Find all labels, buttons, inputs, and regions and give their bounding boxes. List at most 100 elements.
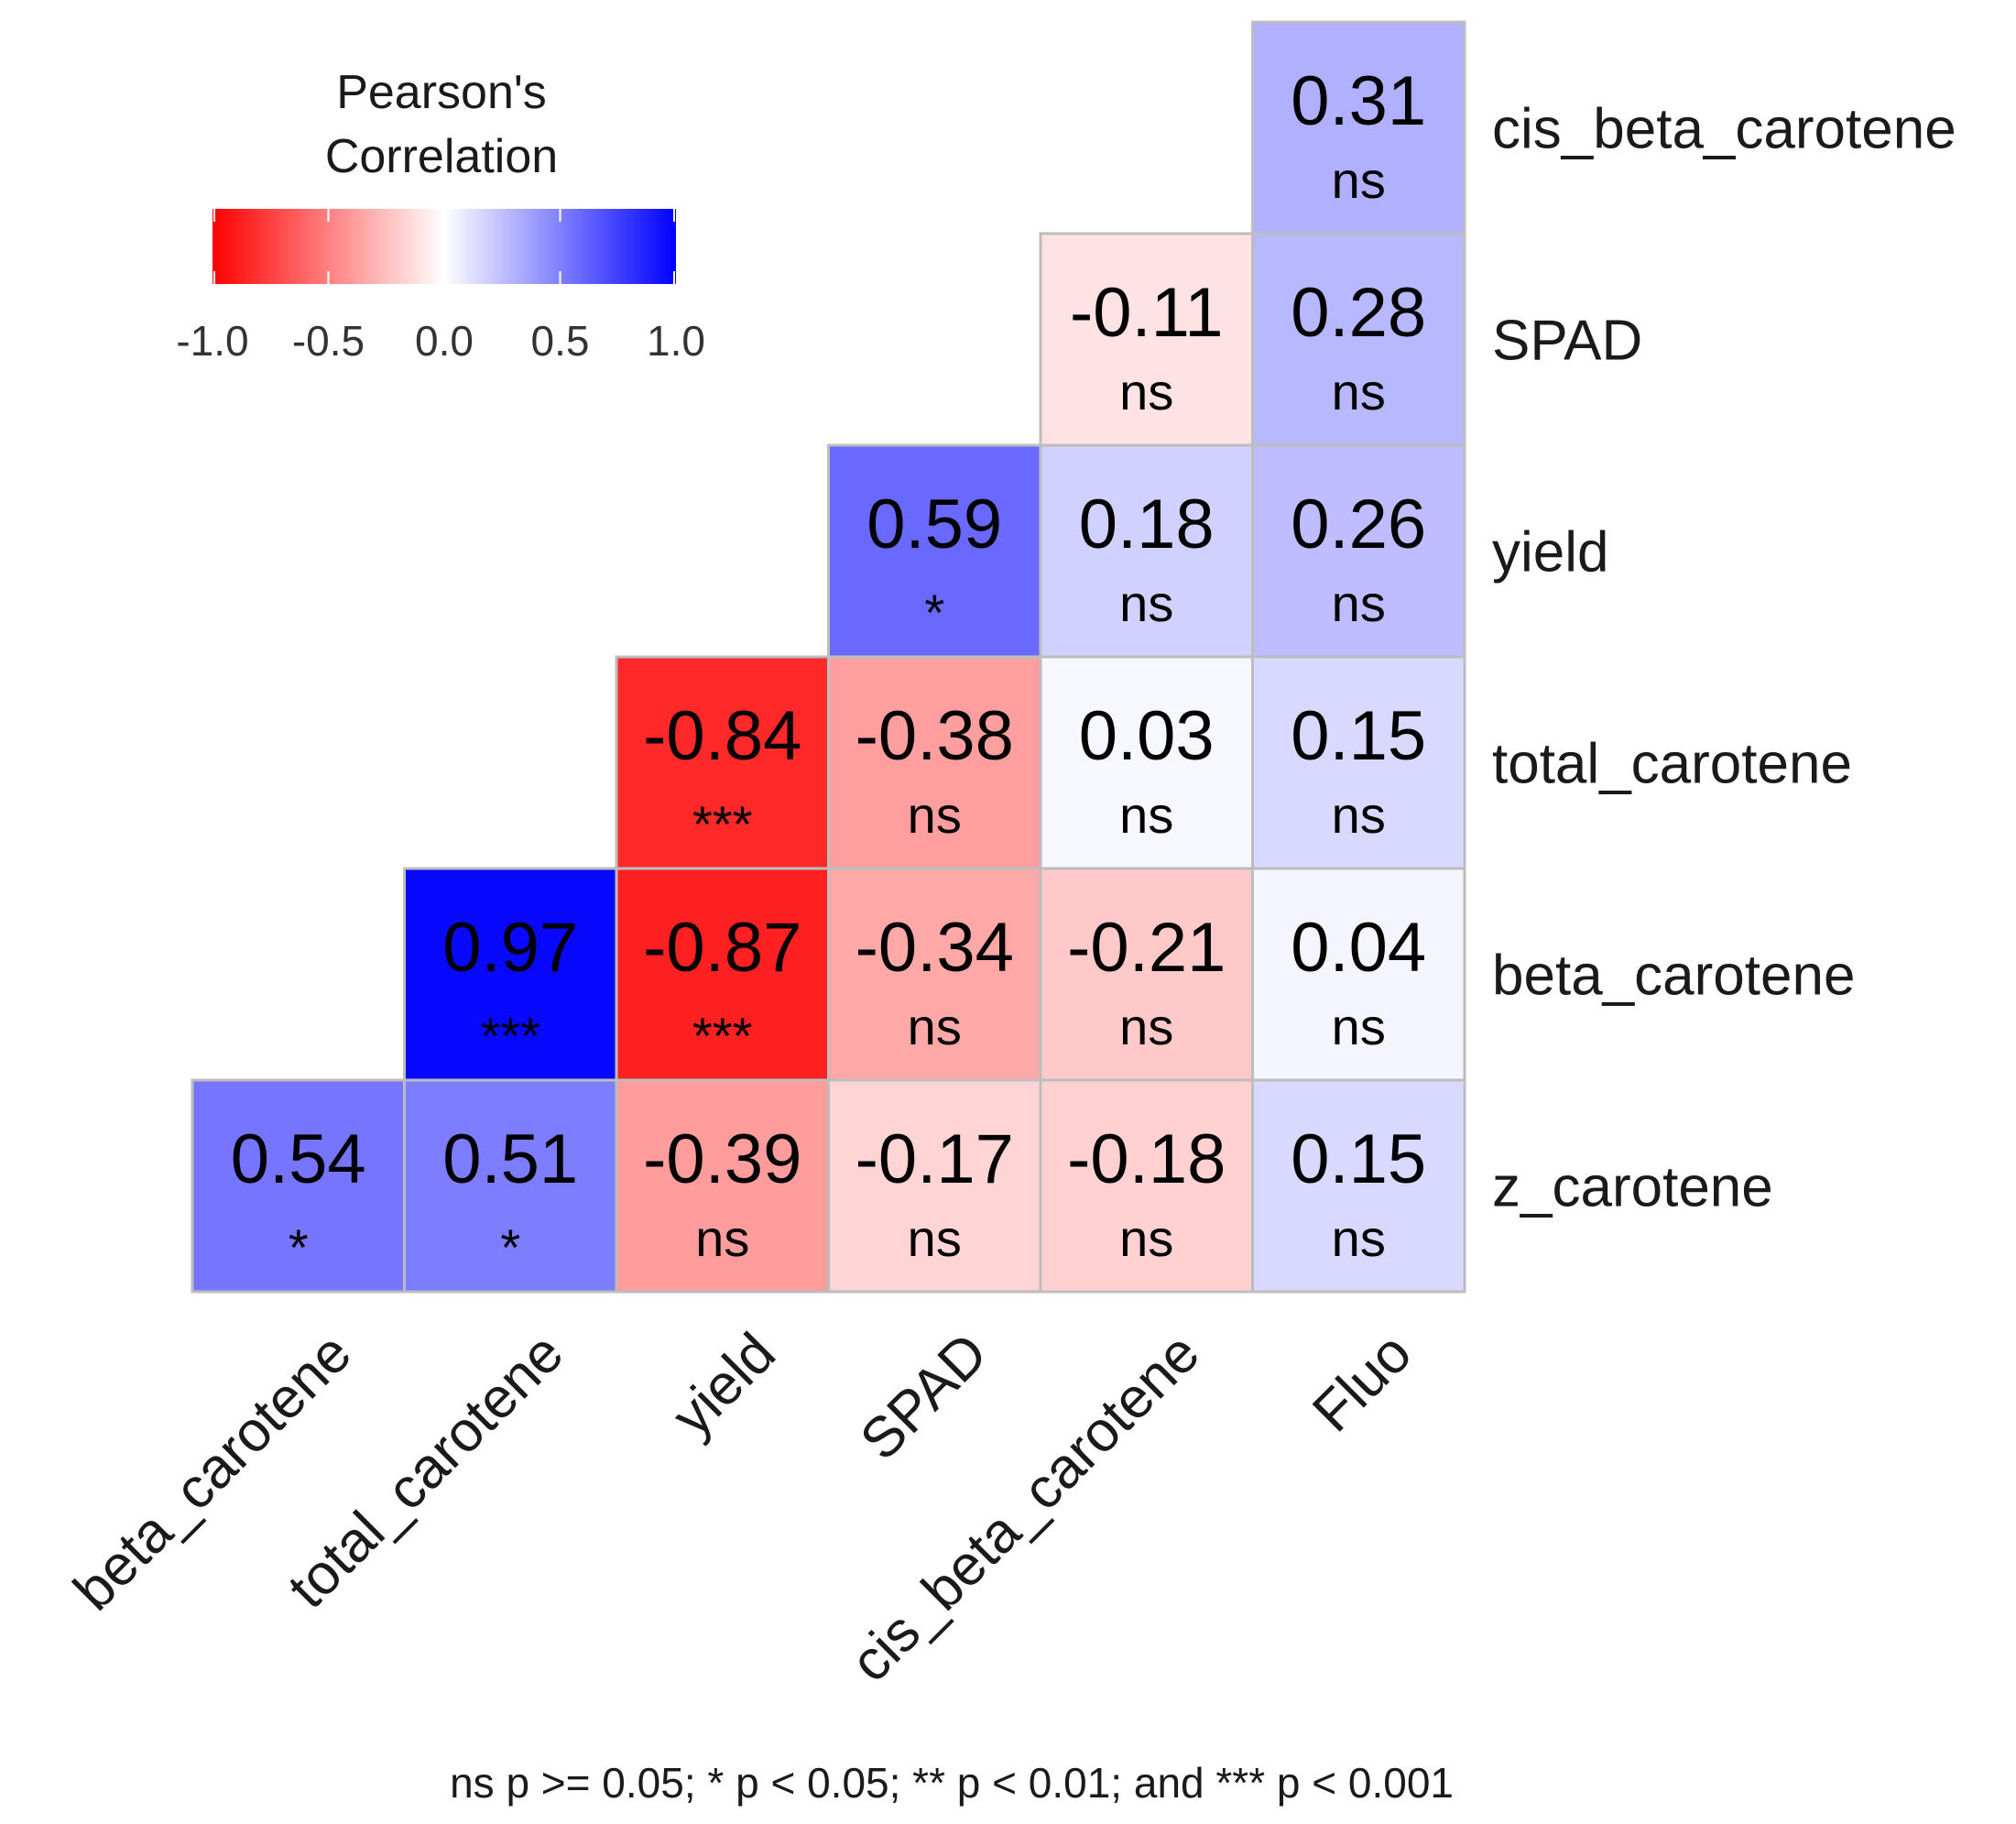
- legend-tick-label: -1.0: [176, 317, 248, 365]
- heatmap-cell-significance: ns: [908, 1209, 962, 1267]
- legend: Pearson's Correlation -1.0 -0.5 0.0 0.5 1.0: [176, 66, 705, 365]
- heatmap-cell-value: 0.51: [442, 1120, 578, 1198]
- heatmap-cell: 0.26 ns: [1251, 443, 1466, 659]
- legend-tick-label: 0.0: [415, 317, 474, 365]
- heatmap-cell-significance: ns: [908, 998, 962, 1055]
- heatmap-cell-value: 0.28: [1291, 274, 1426, 352]
- legend-tick-label: -0.5: [292, 317, 365, 365]
- heatmap-cell: 0.54 *: [191, 1078, 406, 1294]
- heatmap-cell: 0.31 ns: [1251, 20, 1466, 235]
- heatmap-cell-value: -0.11: [1070, 274, 1224, 352]
- heatmap-cell-value: 0.15: [1291, 1120, 1426, 1198]
- heatmap-cell-significance: ns: [1119, 363, 1173, 421]
- heatmap-cell-value: -0.21: [1067, 909, 1226, 987]
- heatmap-cell: 0.97 ***: [403, 867, 618, 1082]
- heatmap-cell: -0.11 ns: [1039, 232, 1254, 447]
- heatmap-cell: 0.51 *: [403, 1078, 618, 1294]
- heatmap-cell-value: -0.39: [643, 1120, 801, 1198]
- heatmap-cell-rect: [1039, 1078, 1254, 1294]
- heatmap-cell: -0.17 ns: [827, 1078, 1042, 1294]
- legend-tick-label: 1.0: [647, 317, 705, 365]
- heatmap-cell-significance: ns: [908, 786, 962, 844]
- row-label-z-carotene: z_carotene: [1492, 1156, 1773, 1219]
- significance-footnote: ns p >= 0.05; * p < 0.05; ** p < 0.01; a…: [450, 1759, 1454, 1807]
- legend-tick-label: 0.5: [531, 317, 590, 365]
- heatmap-cell: -0.18 ns: [1039, 1078, 1254, 1294]
- heatmap-cell-significance: ns: [1332, 151, 1386, 209]
- heatmap-cell-significance: ***: [692, 1007, 752, 1065]
- heatmap-cell-rect: [1251, 1078, 1466, 1294]
- heatmap-cell-significance: ns: [1332, 363, 1386, 421]
- row-label-yield: yield: [1492, 521, 1609, 584]
- heatmap-cell-rect: [615, 1078, 830, 1294]
- heatmap-cell-value: -0.18: [1067, 1120, 1226, 1198]
- heatmap-cell: 0.15 ns: [1251, 1078, 1466, 1294]
- column-label-spad: SPAD: [848, 1321, 999, 1472]
- heatmap-cell-rect: [1039, 655, 1254, 870]
- heatmap-cell-rect: [615, 655, 830, 870]
- heatmap-cell-rect: [615, 867, 830, 1082]
- heatmap-cell: -0.39 ns: [615, 1078, 830, 1294]
- heatmap-cell: 0.28 ns: [1251, 232, 1466, 447]
- heatmap-cells: 0.31 ns -0.11 ns 0.28 ns 0.59 * 0.18 ns 0.26 ns -0.8…: [191, 20, 1466, 1294]
- heatmap-cell-value: 0.54: [231, 1120, 366, 1198]
- heatmap-cell: 0.15 ns: [1251, 655, 1466, 870]
- heatmap-cell-significance: ns: [1119, 574, 1173, 632]
- legend-title-line-2: Correlation: [325, 130, 558, 183]
- column-label-cis-beta-carotene: cis_beta_carotene: [839, 1321, 1212, 1694]
- heatmap-cell-significance: ns: [1332, 786, 1386, 844]
- heatmap-cell-significance: ns: [1332, 998, 1386, 1055]
- heatmap-cell-rect: [1039, 443, 1254, 659]
- heatmap-cell-significance: ns: [1119, 998, 1173, 1055]
- heatmap-cell-rect: [827, 867, 1042, 1082]
- heatmap-cell-significance: ***: [481, 1007, 540, 1065]
- heatmap-cell-significance: ns: [1119, 1209, 1173, 1267]
- heatmap-cell-value: -0.34: [855, 909, 1014, 987]
- heatmap-cell-value: 0.97: [442, 909, 578, 987]
- heatmap-cell-rect: [1251, 20, 1466, 235]
- heatmap-cell-rect: [827, 1078, 1042, 1294]
- heatmap-cell: 0.03 ns: [1039, 655, 1254, 870]
- row-label-beta-carotene: beta_carotene: [1492, 945, 1855, 1008]
- row-label-spad: SPAD: [1492, 310, 1642, 373]
- heatmap-cell-rect: [827, 443, 1042, 659]
- heatmap-cell-value: 0.26: [1291, 486, 1426, 563]
- heatmap-cell-significance: ns: [695, 1209, 749, 1267]
- legend-title-line-1: Pearson's: [336, 66, 547, 119]
- heatmap-cell-rect: [1251, 867, 1466, 1082]
- heatmap-cell-value: -0.84: [643, 697, 801, 775]
- column-label-yield: yield: [660, 1321, 788, 1448]
- heatmap-cell: 0.59 *: [827, 443, 1042, 659]
- heatmap-cell-significance: *: [500, 1218, 520, 1276]
- heatmap-cell: 0.04 ns: [1251, 867, 1466, 1082]
- heatmap-cell: -0.21 ns: [1039, 867, 1254, 1082]
- row-label-total-carotene: total_carotene: [1492, 733, 1852, 796]
- heatmap-cell-rect: [403, 1078, 618, 1294]
- heatmap-cell-value: 0.59: [866, 486, 1002, 563]
- heatmap-cell-significance: *: [289, 1218, 309, 1276]
- heatmap-cell: -0.87 ***: [615, 867, 830, 1082]
- heatmap-cell-value: 0.15: [1291, 697, 1426, 775]
- heatmap-cell-value: -0.38: [855, 697, 1014, 775]
- heatmap-cell-significance: *: [924, 584, 944, 641]
- heatmap-cell-significance: ns: [1332, 1209, 1386, 1267]
- heatmap-cell-rect: [1251, 655, 1466, 870]
- row-label-cis-beta-carotene: cis_beta_carotene: [1492, 98, 1956, 161]
- heatmap-cell-rect: [191, 1078, 406, 1294]
- heatmap-cell-value: 0.03: [1079, 697, 1215, 775]
- heatmap-cell: -0.84 ***: [615, 655, 830, 870]
- column-label-fluo: Fluo: [1301, 1321, 1423, 1444]
- row-labels: cis_beta_carotene SPAD yield total_carotene…: [1492, 98, 1956, 1219]
- heatmap-cell-value: 0.18: [1079, 486, 1215, 563]
- heatmap-cell-rect: [1039, 232, 1254, 447]
- heatmap-cell: -0.34 ns: [827, 867, 1042, 1082]
- heatmap-cell-value: 0.04: [1291, 909, 1426, 987]
- heatmap-cell-value: -0.87: [643, 909, 801, 987]
- heatmap-cell-value: -0.17: [855, 1120, 1014, 1198]
- heatmap-cell: 0.18 ns: [1039, 443, 1254, 659]
- heatmap-cell-value: 0.31: [1291, 62, 1426, 140]
- heatmap-cell: -0.38 ns: [827, 655, 1042, 870]
- heatmap-cell-significance: ns: [1332, 574, 1386, 632]
